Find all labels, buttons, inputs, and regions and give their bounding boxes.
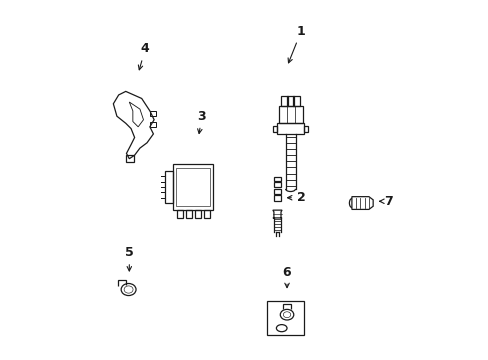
Text: 6: 6 <box>282 266 291 288</box>
Text: 3: 3 <box>197 110 206 134</box>
Text: 1: 1 <box>287 24 305 63</box>
Text: 2: 2 <box>287 191 305 204</box>
Text: 5: 5 <box>124 246 133 271</box>
Text: 4: 4 <box>138 42 149 70</box>
Text: 7: 7 <box>379 195 392 208</box>
